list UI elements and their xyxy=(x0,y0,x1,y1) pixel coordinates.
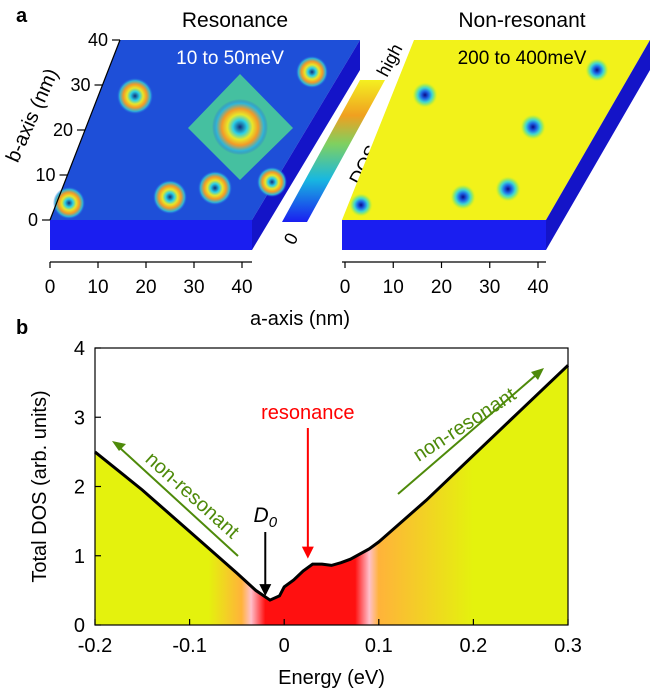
b-axis-ticks: 0 10 20 30 40 xyxy=(28,30,120,230)
a-axis-tick-label: 40 xyxy=(527,277,548,298)
a-axis-tick-label: 10 xyxy=(87,277,108,298)
non-resonant-energy-range: 200 to 400meV xyxy=(458,48,587,69)
b-axis-tick-label: 10 xyxy=(35,165,55,185)
dos-spot xyxy=(296,56,328,88)
x-tick-label: 0.1 xyxy=(365,635,393,657)
dos-spot xyxy=(412,82,438,108)
a-axis-label: a-axis (nm) xyxy=(250,308,350,330)
b-axis-tick-label: 0 xyxy=(28,210,38,230)
d0-subscript: 0 xyxy=(269,514,278,531)
dos-spot xyxy=(198,171,232,205)
resonance-label: resonance xyxy=(261,402,354,424)
dos-spot xyxy=(450,184,476,210)
panel-b-label: b xyxy=(16,317,28,339)
non-resonant-map-side-face xyxy=(546,40,650,250)
non-resonant-spots xyxy=(349,58,609,217)
a-axis-tick-label: 0 xyxy=(45,277,56,298)
dos-spot xyxy=(349,193,373,217)
b-axis-label: b-axis (nm) xyxy=(2,65,63,165)
non-resonant-map-front-face xyxy=(342,220,546,250)
a-axis-tick-label: 0 xyxy=(340,277,351,298)
dos-spot xyxy=(117,78,153,114)
x-axis-ticks: -0.2 -0.1 0 0.1 0.2 0.3 xyxy=(78,619,582,657)
y-tick-label: 1 xyxy=(74,546,85,568)
x-tick-label: 0.3 xyxy=(554,635,582,657)
resonance-title: Resonance xyxy=(182,9,288,32)
dos-spot xyxy=(585,58,609,82)
a-axis-ticks-left: 0 10 20 30 40 xyxy=(45,262,253,298)
non-resonant-left-arrow-head xyxy=(112,441,126,451)
a-axis-tick-label: 20 xyxy=(431,277,452,298)
resonance-map-front-face xyxy=(50,220,252,250)
a-axis-tick-label: 30 xyxy=(479,277,500,298)
non-resonant-right-arrow-head xyxy=(531,368,544,380)
dos-spot xyxy=(520,114,546,140)
dos-spot xyxy=(495,176,521,202)
panel-a-label: a xyxy=(16,5,28,27)
d0-letter: D xyxy=(254,504,269,527)
dos-spot xyxy=(153,180,187,214)
a-axis-tick-label: 10 xyxy=(383,277,404,298)
resonance-annotation: resonance xyxy=(261,402,355,559)
y-tick-label: 3 xyxy=(74,407,85,429)
dos-spot xyxy=(53,187,85,219)
non-resonant-map: Non-resonant 200 to 400meV xyxy=(342,9,650,250)
y-axis-ticks: 0 1 2 3 4 xyxy=(74,338,101,637)
non-resonant-left-arrow xyxy=(119,447,239,557)
y-axis-label: Total DOS (arb. units) xyxy=(29,390,51,582)
defect-cluster-core xyxy=(212,99,268,155)
a-axis: 0 10 20 30 40 0 10 20 30 40 a-axis (nm) xyxy=(45,261,549,330)
resonance-map: Resonance 10 to 50meV xyxy=(50,9,360,250)
y-tick-label: 0 xyxy=(74,615,85,637)
d0-label: D0 xyxy=(254,504,278,531)
b-axis-tick-label: 30 xyxy=(70,75,90,95)
b-axis-tick-label: 40 xyxy=(88,30,108,50)
d0-annotation: D0 xyxy=(254,504,278,597)
non-resonant-title: Non-resonant xyxy=(458,9,585,32)
x-tick-label: 0 xyxy=(279,635,290,657)
x-tick-label: 0.2 xyxy=(459,635,487,657)
x-tick-label: -0.1 xyxy=(172,635,206,657)
non-resonant-right-arrow xyxy=(397,374,537,495)
dos-spot xyxy=(257,167,287,197)
resonance-map-side-face xyxy=(252,40,360,250)
resonance-spots xyxy=(53,56,328,219)
d0-arrow-head xyxy=(259,584,272,597)
b-axis-tick-label: 20 xyxy=(53,120,73,140)
x-tick-label: -0.2 xyxy=(78,635,112,657)
a-axis-tick-label: 20 xyxy=(135,277,156,298)
dos-curve xyxy=(94,364,570,602)
colorbar-low-label: 0 xyxy=(280,230,302,248)
resonance-energy-range: 10 to 50meV xyxy=(176,48,284,69)
a-axis-tick-label: 40 xyxy=(231,277,252,298)
a-axis-tick-label: 30 xyxy=(183,277,204,298)
a-axis-ticks-right: 0 10 20 30 40 xyxy=(340,262,549,298)
dos-chart: -0.2 -0.1 0 0.1 0.2 0.3 0 1 2 3 4 Energy (eV) Tot… xyxy=(29,338,582,689)
x-axis-label: Energy (eV) xyxy=(278,667,385,689)
y-tick-label: 4 xyxy=(74,338,85,360)
resonance-arrow-head xyxy=(301,546,314,559)
colorbar-gradient xyxy=(282,80,385,222)
y-tick-label: 2 xyxy=(74,477,85,499)
